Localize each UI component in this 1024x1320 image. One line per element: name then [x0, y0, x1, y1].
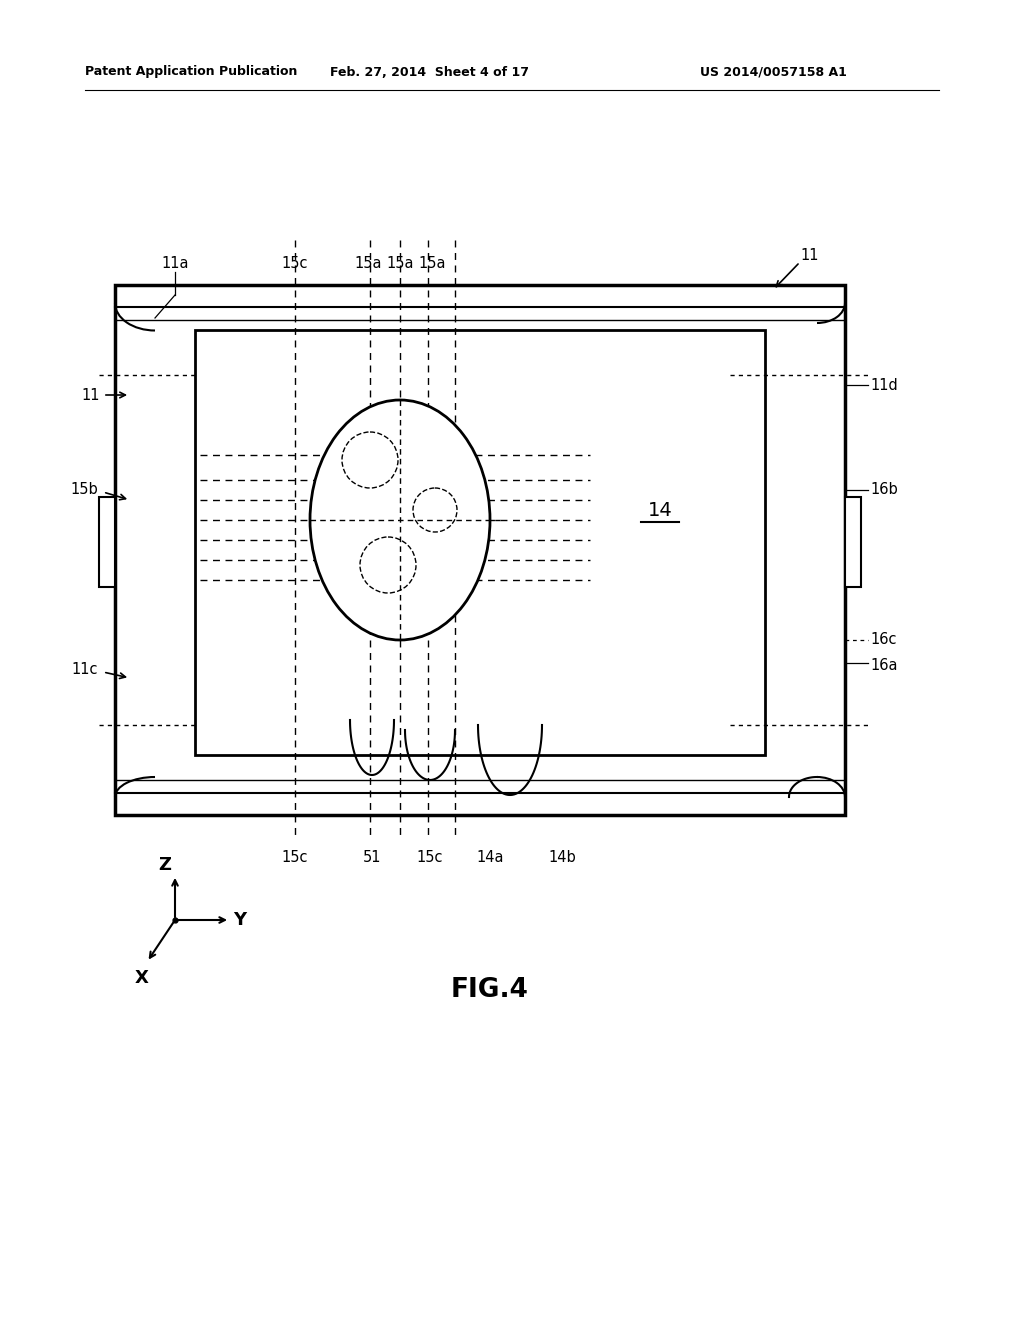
Bar	[115, 285, 845, 814]
Text: Z: Z	[159, 855, 171, 874]
Text: FIG.4: FIG.4	[451, 977, 529, 1003]
Bar	[845, 498, 861, 587]
Text: 15c: 15c	[282, 850, 308, 866]
Text: 15a: 15a	[386, 256, 414, 271]
Text: 15c: 15c	[417, 850, 443, 866]
Text: 16b: 16b	[870, 483, 898, 498]
Ellipse shape	[310, 400, 490, 640]
Text: 11: 11	[82, 388, 100, 403]
Text: X: X	[135, 969, 148, 987]
Circle shape	[413, 488, 457, 532]
Text: 11c: 11c	[72, 663, 98, 677]
Circle shape	[360, 537, 416, 593]
Text: 14b: 14b	[548, 850, 575, 866]
Text: Feb. 27, 2014  Sheet 4 of 17: Feb. 27, 2014 Sheet 4 of 17	[331, 66, 529, 78]
Circle shape	[342, 432, 398, 488]
Text: 15c: 15c	[282, 256, 308, 271]
Text: US 2014/0057158 A1: US 2014/0057158 A1	[700, 66, 847, 78]
Text: Patent Application Publication: Patent Application Publication	[85, 66, 297, 78]
Text: 11a: 11a	[161, 256, 188, 271]
Text: 11d: 11d	[870, 378, 898, 392]
Text: 14a: 14a	[476, 850, 504, 866]
Text: 14: 14	[647, 500, 673, 520]
Text: 15a: 15a	[354, 256, 382, 271]
Text: 16a: 16a	[870, 657, 897, 672]
Text: 16c: 16c	[870, 632, 896, 648]
Bar	[99, 498, 115, 587]
Text: 11: 11	[800, 248, 818, 263]
Text: Y: Y	[233, 911, 247, 929]
Bar	[195, 330, 765, 755]
Text: 15b: 15b	[71, 483, 98, 498]
Text: 15a: 15a	[418, 256, 445, 271]
Text: 51: 51	[362, 850, 381, 866]
